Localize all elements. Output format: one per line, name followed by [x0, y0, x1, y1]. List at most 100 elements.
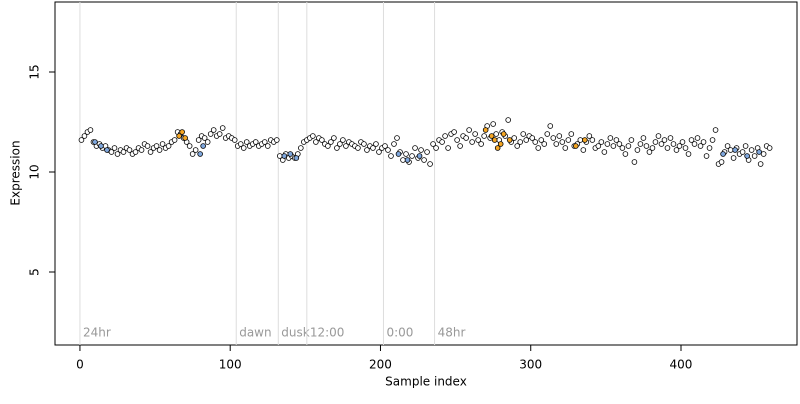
- point: [547, 123, 554, 129]
- point: [652, 139, 659, 145]
- point: [207, 131, 214, 137]
- point: [328, 139, 334, 145]
- y-tick-label: 15: [28, 64, 42, 79]
- point: [182, 135, 188, 141]
- point: [472, 131, 478, 137]
- point: [766, 145, 773, 151]
- point: [92, 139, 98, 145]
- point: [607, 135, 614, 141]
- point: [98, 143, 104, 149]
- point: [197, 151, 203, 157]
- point: [373, 141, 379, 147]
- point: [649, 145, 656, 151]
- point: [676, 143, 683, 149]
- point: [370, 145, 376, 151]
- point: [517, 139, 524, 145]
- marker-label: 12:00: [310, 326, 345, 340]
- point: [670, 141, 677, 147]
- point: [126, 147, 133, 153]
- point: [616, 141, 623, 147]
- point: [703, 153, 710, 159]
- point: [237, 141, 244, 147]
- point: [494, 145, 501, 151]
- point: [114, 151, 121, 157]
- point: [334, 145, 340, 151]
- point: [475, 137, 481, 143]
- point: [231, 137, 238, 143]
- point: [81, 133, 88, 139]
- point: [298, 145, 304, 151]
- point: [613, 137, 620, 143]
- point: [505, 117, 511, 123]
- point: [580, 147, 587, 153]
- y-tick-label: 10: [28, 164, 42, 179]
- point: [331, 135, 337, 141]
- point: [565, 137, 572, 143]
- point: [424, 149, 430, 155]
- point: [355, 145, 361, 151]
- point: [186, 143, 193, 149]
- point: [523, 137, 530, 143]
- point: [586, 133, 593, 139]
- point: [78, 137, 85, 143]
- point: [601, 149, 608, 155]
- point: [739, 149, 746, 155]
- point: [529, 135, 536, 141]
- point: [412, 145, 418, 151]
- point: [604, 141, 611, 147]
- point: [159, 141, 166, 147]
- point: [204, 139, 211, 145]
- plot-frame: [54, 1, 798, 346]
- point: [568, 131, 575, 137]
- point: [730, 155, 737, 161]
- point: [120, 149, 127, 155]
- point: [385, 147, 391, 153]
- point: [364, 147, 370, 153]
- point: [706, 145, 713, 151]
- point: [694, 135, 701, 141]
- point: [171, 137, 178, 143]
- point: [138, 147, 145, 153]
- point: [394, 135, 400, 141]
- y-tick-label: 5: [28, 268, 42, 276]
- point: [293, 155, 300, 161]
- point: [697, 143, 704, 149]
- point: [382, 143, 388, 149]
- point: [482, 127, 489, 133]
- point: [337, 141, 343, 147]
- point: [556, 133, 563, 139]
- point: [646, 149, 653, 155]
- point: [156, 147, 163, 153]
- point: [682, 145, 689, 151]
- point: [108, 149, 115, 155]
- point: [643, 143, 650, 149]
- point: [144, 143, 151, 149]
- point: [216, 131, 223, 137]
- point: [544, 131, 551, 137]
- point: [751, 153, 758, 159]
- point: [243, 139, 250, 145]
- point: [631, 159, 638, 165]
- point: [388, 153, 394, 159]
- point: [619, 145, 626, 151]
- point: [538, 137, 545, 143]
- point: [493, 131, 499, 137]
- point: [281, 153, 288, 159]
- point: [589, 137, 596, 143]
- point: [457, 143, 463, 149]
- marker-label: dawn: [239, 326, 271, 340]
- point: [481, 133, 487, 139]
- point: [421, 157, 427, 163]
- point: [469, 139, 475, 145]
- point: [742, 143, 749, 149]
- point: [179, 129, 185, 135]
- point: [497, 141, 504, 147]
- point: [409, 153, 415, 159]
- point: [427, 161, 433, 167]
- point: [165, 143, 172, 149]
- point: [490, 121, 496, 127]
- point: [595, 143, 602, 149]
- point: [403, 151, 409, 157]
- point: [478, 141, 484, 147]
